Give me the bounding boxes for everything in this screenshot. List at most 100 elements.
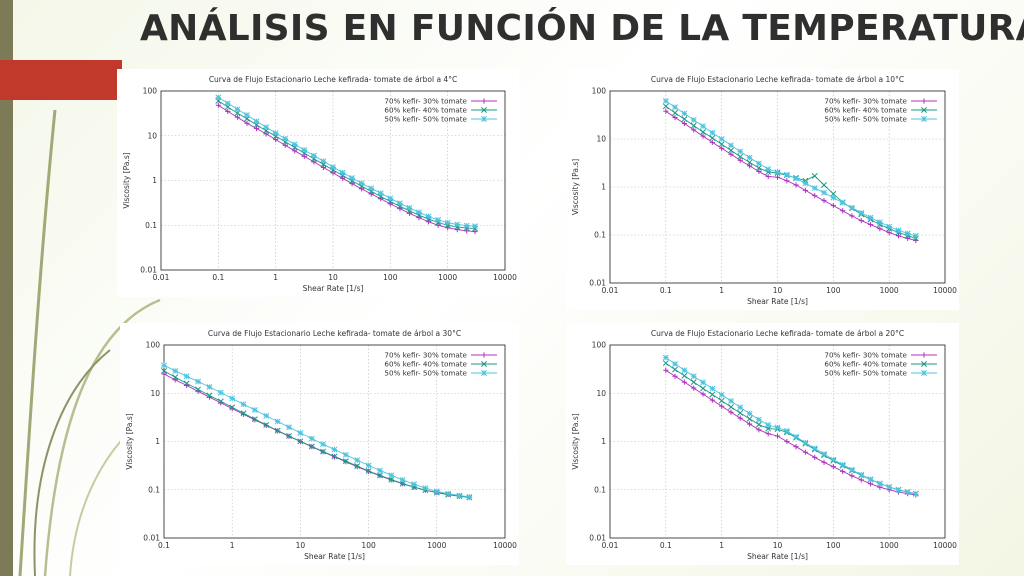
legend-label: 70% kefir- 30% tomate <box>824 97 907 106</box>
legend-label: 50% kefir- 50% tomate <box>384 369 467 378</box>
data-point <box>681 367 688 374</box>
data-point <box>912 490 919 497</box>
data-point <box>728 142 734 149</box>
data-point <box>463 222 470 229</box>
data-point <box>821 182 827 188</box>
legend-marker <box>481 361 487 367</box>
data-point <box>263 124 270 131</box>
data-point <box>774 424 781 431</box>
data-point <box>662 98 669 104</box>
data-point <box>737 153 744 160</box>
data-point <box>895 487 902 493</box>
slide-title: ANÁLISIS EN FUNCIÓN DE LA TEMPERATURA <box>140 8 1024 49</box>
data-point <box>746 154 753 161</box>
y-axis-label: Viscosity [Pa.s] <box>125 413 134 469</box>
y-tick-label: 100 <box>143 87 158 96</box>
data-point <box>320 158 327 165</box>
series-line <box>163 364 470 498</box>
data-point <box>681 116 688 123</box>
data-point <box>331 446 338 453</box>
x-tick-label: 1000 <box>880 286 899 295</box>
viscosity-chart-4c: Curva de Flujo Estacionario Leche kefira… <box>122 75 517 293</box>
data-point <box>206 392 213 399</box>
legend-marker <box>481 107 487 113</box>
data-point <box>783 171 790 178</box>
legend-label: 50% kefir- 50% tomate <box>824 115 907 124</box>
data-point <box>718 391 725 398</box>
x-tick-label: 1 <box>230 541 235 550</box>
data-point <box>330 164 336 170</box>
legend-marker <box>481 370 487 376</box>
x-tick-label: 10 <box>773 541 783 550</box>
data-point <box>339 169 346 176</box>
x-tick-label: 10 <box>773 286 783 295</box>
series-line <box>665 100 916 237</box>
data-point <box>755 164 762 171</box>
data-point <box>444 219 451 226</box>
data-point <box>349 174 356 181</box>
title-accent-bar <box>0 60 122 100</box>
legend-label: 60% kefir- 40% tomate <box>384 360 467 369</box>
data-point <box>342 458 349 465</box>
plot-frame <box>609 344 946 539</box>
data-point <box>895 227 902 234</box>
data-point <box>297 430 304 436</box>
y-tick-label: 0.01 <box>589 534 606 543</box>
data-point <box>793 175 800 182</box>
y-tick-label: 10 <box>147 131 157 140</box>
chart-panel-10c: Curva de Flujo Estacionario Leche kefira… <box>566 69 959 310</box>
data-point <box>240 410 247 417</box>
data-point <box>821 189 827 196</box>
chart-panel-4c: Curva de Flujo Estacionario Leche kefira… <box>117 69 519 297</box>
data-point <box>755 416 762 423</box>
data-point <box>737 404 744 411</box>
data-point <box>406 204 413 211</box>
data-point <box>396 200 403 207</box>
x-tick-label: 10000 <box>493 541 517 550</box>
data-point <box>377 467 383 474</box>
data-point <box>206 384 213 390</box>
data-point <box>161 367 167 374</box>
y-tick-label: 100 <box>146 341 161 350</box>
data-point <box>310 152 317 159</box>
data-point <box>690 122 697 129</box>
plot-frame <box>160 90 506 271</box>
data-point <box>690 116 697 123</box>
x-tick-label: 1 <box>273 273 278 282</box>
series-1 <box>663 367 919 498</box>
data-point <box>709 391 716 398</box>
data-point <box>867 214 874 221</box>
legend-marker <box>921 116 927 122</box>
data-point <box>183 380 190 387</box>
data-point <box>297 438 304 445</box>
data-point <box>161 362 167 369</box>
data-point <box>195 378 202 385</box>
data-point <box>783 428 790 434</box>
data-point <box>320 441 327 448</box>
data-point <box>690 379 697 386</box>
legend-label: 60% kefir- 40% tomate <box>824 106 907 115</box>
y-tick-label: 0.01 <box>143 534 160 543</box>
legend-label: 50% kefir- 50% tomate <box>824 369 907 378</box>
data-point <box>365 468 372 474</box>
data-point <box>388 476 395 483</box>
y-tick-label: 1 <box>155 437 160 446</box>
y-tick-label: 1 <box>601 183 606 192</box>
data-point <box>662 103 669 110</box>
data-point <box>774 169 781 175</box>
data-point <box>272 130 279 136</box>
y-tick-label: 1 <box>601 437 606 446</box>
x-tick-label: 1000 <box>438 273 457 282</box>
data-point <box>681 110 688 117</box>
x-axis-label: Shear Rate [1/s] <box>747 552 808 561</box>
data-point <box>672 360 678 367</box>
data-point <box>672 366 678 373</box>
series-line <box>218 100 476 230</box>
x-tick-label: 100 <box>361 541 376 550</box>
data-point <box>308 435 315 442</box>
data-point <box>377 190 384 197</box>
data-point <box>904 489 911 496</box>
data-point <box>737 410 744 416</box>
y-axis-label: Viscosity [Pa.s] <box>571 413 580 469</box>
series-line <box>218 104 476 233</box>
